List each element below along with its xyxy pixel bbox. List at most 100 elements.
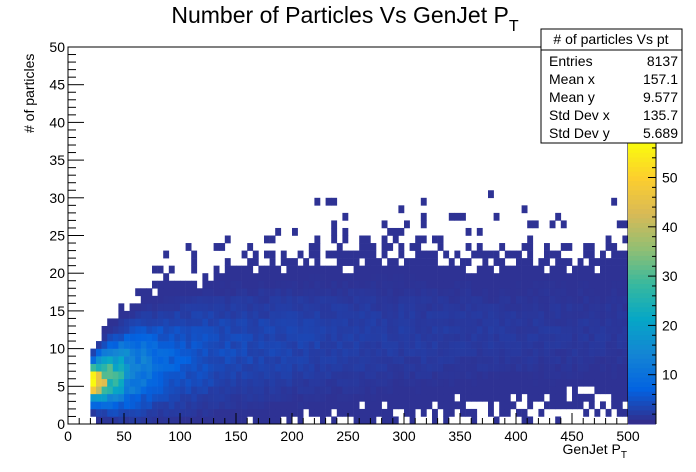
heatmap-cell xyxy=(258,386,265,395)
heatmap-cell xyxy=(236,295,242,304)
heatmap-cell xyxy=(415,401,422,410)
heatmap-cell xyxy=(224,363,231,372)
palette-band xyxy=(628,330,656,336)
heatmap-cell xyxy=(471,348,478,357)
heatmap-cell xyxy=(196,303,203,312)
heatmap-cell xyxy=(398,401,405,410)
heatmap-cell xyxy=(476,325,483,334)
heatmap-cell xyxy=(420,273,427,282)
heatmap-cell xyxy=(146,393,153,402)
heatmap-cell xyxy=(280,295,287,304)
heatmap-cell xyxy=(577,295,584,304)
palette-band xyxy=(628,143,656,149)
heatmap-cell xyxy=(538,348,545,357)
heatmap-cell xyxy=(538,363,545,372)
heatmap-cell xyxy=(544,273,550,282)
heatmap-cell xyxy=(392,416,399,425)
heatmap-cell xyxy=(348,258,354,266)
heatmap-cell xyxy=(336,303,343,312)
heatmap-cell xyxy=(180,348,186,357)
heatmap-cell xyxy=(364,235,371,244)
heatmap-cell xyxy=(336,333,343,342)
palette-band xyxy=(628,349,656,355)
heatmap-cell xyxy=(168,393,175,402)
heatmap-cell xyxy=(353,333,360,342)
heatmap-cell xyxy=(280,258,287,266)
heatmap-cell xyxy=(208,386,214,395)
heatmap-cell xyxy=(420,348,427,357)
heatmap-cell xyxy=(286,258,293,266)
heatmap-cell xyxy=(516,325,522,334)
heatmap-cell xyxy=(247,408,254,417)
heatmap-cell xyxy=(359,356,366,364)
heatmap-cell xyxy=(247,378,254,387)
heatmap-cell xyxy=(387,341,394,349)
heatmap-cell xyxy=(404,265,410,274)
heatmap-cell xyxy=(124,325,130,334)
heatmap-cell xyxy=(493,273,500,282)
heatmap-cell xyxy=(241,378,248,387)
heatmap-cell xyxy=(325,408,332,417)
heatmap-cell xyxy=(555,258,562,266)
heatmap-cell xyxy=(521,303,528,312)
heatmap-cell xyxy=(622,250,629,259)
heatmap-cell xyxy=(532,295,539,304)
heatmap-cell xyxy=(280,325,287,334)
heatmap-cell xyxy=(583,408,590,417)
heatmap-cell xyxy=(476,288,483,297)
heatmap-cell xyxy=(504,371,511,380)
heatmap-cell xyxy=(292,318,298,327)
heatmap-cell xyxy=(437,318,444,327)
y-tick-label: 20 xyxy=(49,265,65,281)
heatmap-cell xyxy=(488,363,494,372)
heatmap-cell xyxy=(510,341,517,349)
heatmap-cell xyxy=(157,310,164,319)
heatmap-cell xyxy=(376,303,382,312)
heatmap-cell xyxy=(269,288,276,297)
heatmap-cell xyxy=(146,386,153,395)
heatmap-cell xyxy=(241,303,248,312)
heatmap-cell xyxy=(504,408,511,417)
heatmap-cell xyxy=(544,401,550,410)
heatmap-cell xyxy=(185,318,192,327)
heatmap-cell xyxy=(504,303,511,312)
heatmap-cell xyxy=(308,325,315,334)
heatmap-cell xyxy=(499,288,506,297)
heatmap-cell xyxy=(219,273,226,282)
heatmap-cell xyxy=(409,386,416,395)
heatmap-cell xyxy=(549,371,556,380)
heatmap-cell xyxy=(236,393,242,402)
heatmap-cell xyxy=(488,280,494,289)
heatmap-cell xyxy=(572,310,578,319)
heatmap-cell xyxy=(420,280,427,289)
heatmap-cell xyxy=(196,341,203,349)
heatmap-cell xyxy=(342,303,349,312)
heatmap-cell xyxy=(174,303,181,312)
palette-band xyxy=(628,208,656,214)
x-axis-label-subscript: T xyxy=(621,450,627,461)
heatmap-cell xyxy=(196,288,203,297)
heatmap-cell xyxy=(213,386,220,395)
heatmap-cell xyxy=(516,280,522,289)
heatmap-cell xyxy=(432,348,438,357)
heatmap-cell xyxy=(168,280,175,289)
palette-band xyxy=(628,414,656,420)
heatmap-cell xyxy=(264,325,270,334)
heatmap-cell xyxy=(275,273,282,282)
heatmap-cell xyxy=(101,393,108,402)
heatmap-cell xyxy=(264,416,270,425)
heatmap-cell xyxy=(163,408,170,417)
heatmap-cell xyxy=(275,341,282,349)
heatmap-cell xyxy=(387,303,394,312)
z-tick-label: 50 xyxy=(662,170,678,186)
heatmap-cell xyxy=(208,393,214,402)
heatmap-cell xyxy=(101,363,108,372)
heatmap-cell xyxy=(499,371,506,380)
heatmap-cell xyxy=(286,280,293,289)
heatmap-cell xyxy=(532,310,539,319)
heatmap-cell xyxy=(224,416,231,425)
heatmap-cell xyxy=(280,363,287,372)
heatmap-cell xyxy=(516,393,522,402)
heatmap-cell xyxy=(308,243,315,251)
